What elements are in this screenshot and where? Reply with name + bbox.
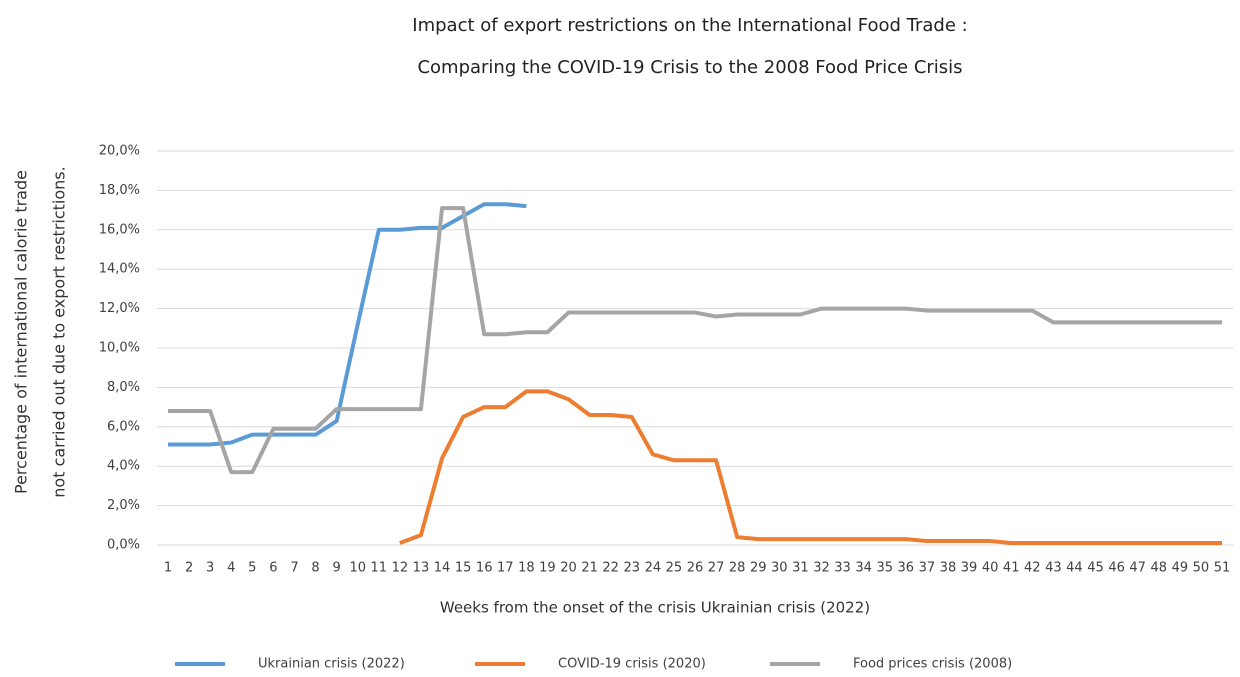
y-axis-title: Percentage of international calorie trad… (12, 170, 31, 494)
x-tick-label: 44 (1066, 561, 1083, 576)
x-tick-label: 4 (227, 561, 235, 576)
y-axis-title: not carried out due to export restrictio… (50, 166, 69, 497)
x-tick-label: 22 (602, 561, 619, 576)
x-tick-label: 21 (581, 561, 598, 576)
x-tick-label: 26 (687, 561, 704, 576)
x-tick-label: 36 (898, 561, 915, 576)
x-tick-label: 6 (269, 561, 277, 576)
x-tick-label: 27 (708, 561, 725, 576)
legend-label: COVID-19 crisis (2020) (558, 657, 706, 672)
x-tick-label: 39 (961, 561, 978, 576)
x-tick-label: 2 (185, 561, 193, 576)
x-tick-label: 14 (434, 561, 451, 576)
x-tick-label: 3 (206, 561, 214, 576)
x-tick-label: 9 (332, 561, 340, 576)
x-tick-label: 18 (518, 561, 535, 576)
y-tick-label: 16,0% (99, 222, 140, 237)
chart-title: Impact of export restrictions on the Int… (412, 15, 967, 36)
series-line (168, 206, 1222, 475)
x-tick-label: 38 (940, 561, 957, 576)
x-tick-label: 24 (645, 561, 662, 576)
x-tick-label: 10 (349, 561, 366, 576)
y-tick-label: 18,0% (99, 183, 140, 198)
x-tick-label: 34 (855, 561, 872, 576)
x-tick-label: 46 (1108, 561, 1125, 576)
x-tick-label: 7 (290, 561, 298, 576)
x-tick-label: 11 (371, 561, 388, 576)
x-tick-label: 33 (834, 561, 851, 576)
y-tick-label: 2,0% (107, 498, 140, 513)
x-tick-label: 8 (311, 561, 319, 576)
y-tick-label: 0,0% (107, 538, 140, 553)
legend-label: Ukrainian crisis (2022) (258, 657, 405, 672)
y-tick-label: 20,0% (99, 144, 140, 159)
y-tick-label: 4,0% (107, 459, 140, 474)
x-tick-label: 29 (750, 561, 767, 576)
x-tick-label: 35 (876, 561, 893, 576)
x-tick-label: 19 (539, 561, 556, 576)
x-tick-label: 47 (1129, 561, 1146, 576)
y-tick-label: 8,0% (107, 380, 140, 395)
x-tick-label: 1 (164, 561, 172, 576)
x-axis-title: Weeks from the onset of the crisis Ukrai… (440, 599, 870, 617)
x-tick-label: 25 (666, 561, 683, 576)
x-tick-label: 15 (455, 561, 472, 576)
x-tick-label: 23 (623, 561, 640, 576)
x-tick-label: 41 (1003, 561, 1020, 576)
x-tick-label: 50 (1193, 561, 1210, 576)
chart-subtitle: Comparing the COVID-19 Crisis to the 200… (417, 57, 962, 78)
y-tick-label: 14,0% (99, 262, 140, 277)
y-tick-label: 12,0% (99, 301, 140, 316)
x-tick-label: 49 (1172, 561, 1189, 576)
x-tick-label: 12 (392, 561, 409, 576)
x-tick-label: 13 (413, 561, 430, 576)
series-line (168, 202, 527, 447)
x-tick-label: 17 (497, 561, 514, 576)
x-tick-label: 28 (729, 561, 746, 576)
x-tick-label: 30 (771, 561, 788, 576)
x-tick-label: 43 (1045, 561, 1062, 576)
x-tick-label: 51 (1214, 561, 1231, 576)
x-tick-label: 31 (792, 561, 809, 576)
x-tick-label: 45 (1087, 561, 1104, 576)
x-tick-label: 48 (1150, 561, 1167, 576)
x-tick-label: 32 (813, 561, 830, 576)
legend-label: Food prices crisis (2008) (853, 657, 1012, 672)
y-tick-label: 6,0% (107, 419, 140, 434)
x-tick-label: 16 (476, 561, 493, 576)
x-tick-label: 5 (248, 561, 256, 576)
x-tick-label: 40 (982, 561, 999, 576)
x-tick-label: 42 (1024, 561, 1041, 576)
y-tick-label: 10,0% (99, 341, 140, 356)
x-tick-label: 37 (919, 561, 936, 576)
x-tick-label: 20 (560, 561, 577, 576)
series-line (399, 389, 1222, 546)
